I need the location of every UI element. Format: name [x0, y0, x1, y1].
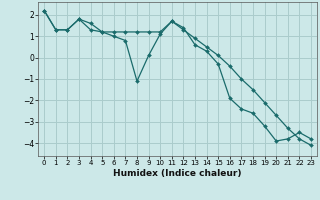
X-axis label: Humidex (Indice chaleur): Humidex (Indice chaleur): [113, 169, 242, 178]
